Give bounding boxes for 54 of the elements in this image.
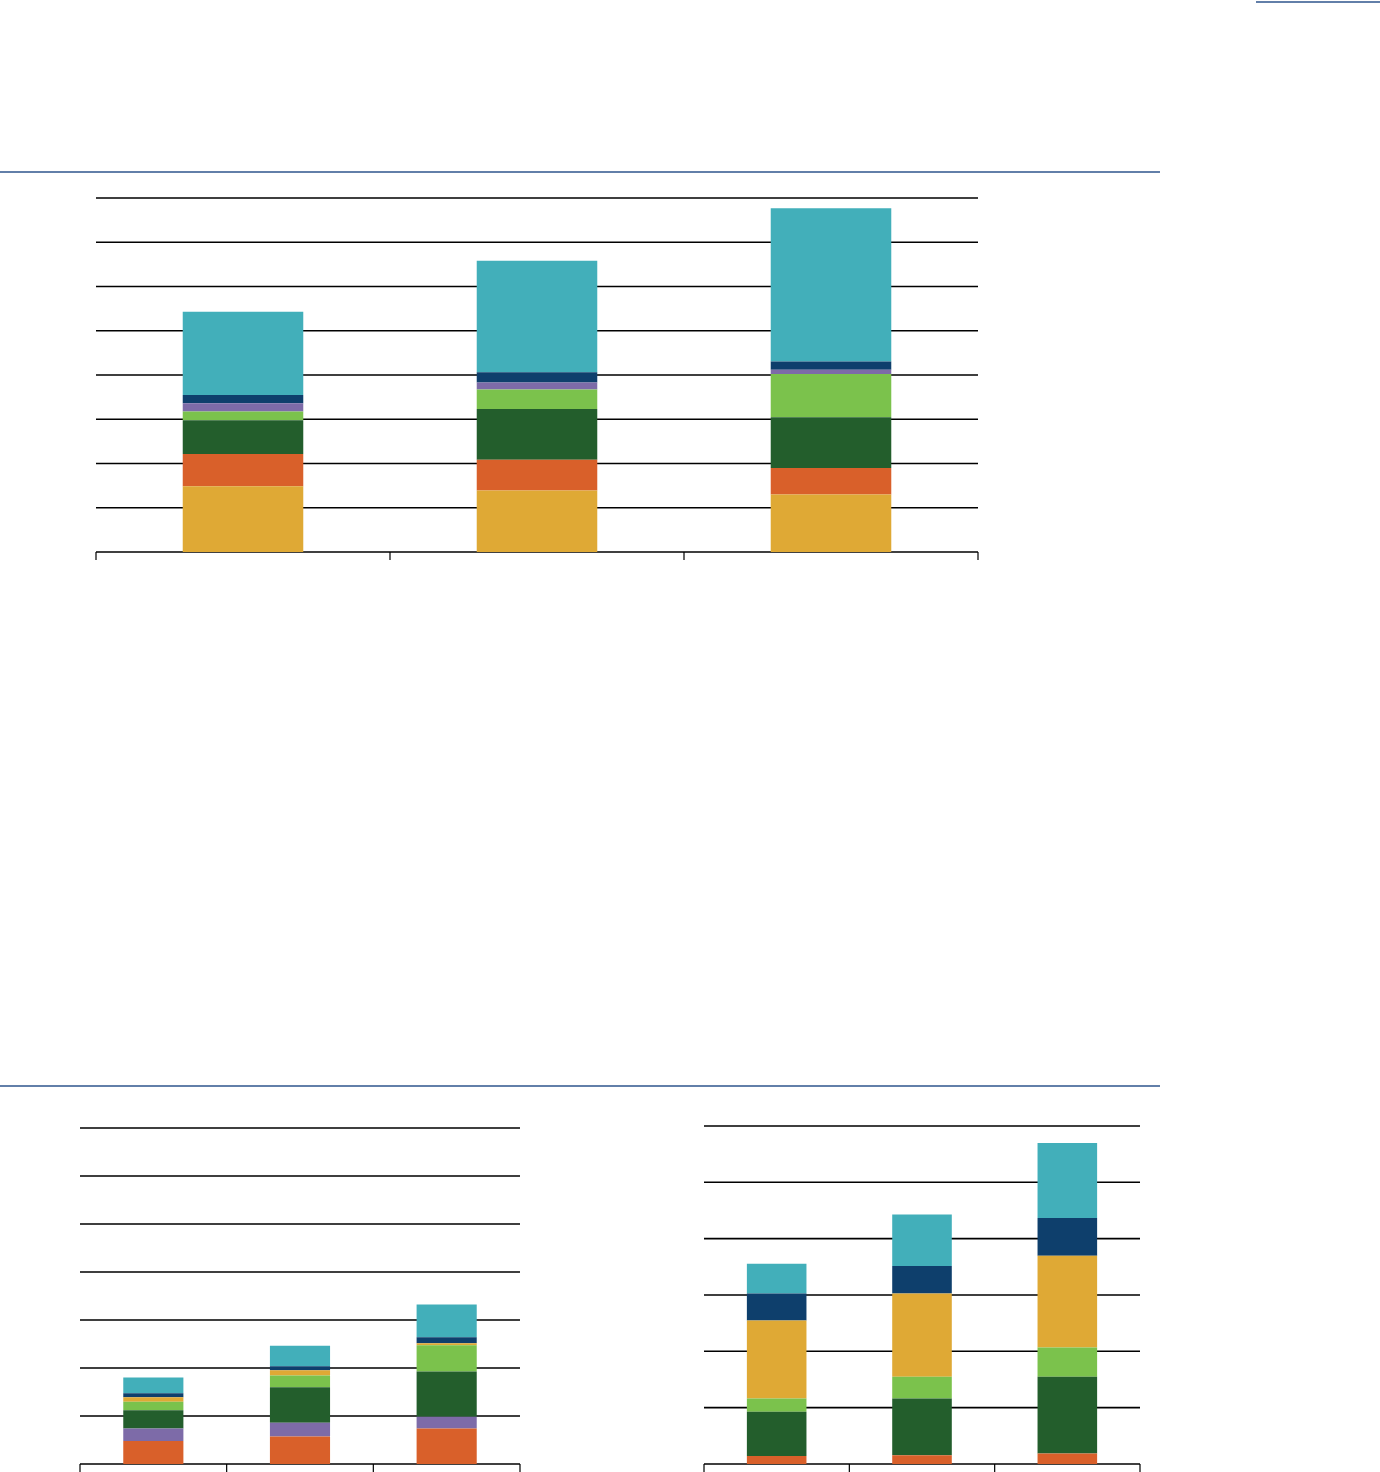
bar xyxy=(182,454,304,487)
bar xyxy=(416,1337,477,1344)
bar xyxy=(892,1214,952,1266)
bar xyxy=(269,1387,331,1423)
bar xyxy=(770,361,892,370)
bar xyxy=(416,1304,477,1338)
bar xyxy=(123,1441,184,1464)
bar xyxy=(269,1370,331,1376)
bar xyxy=(416,1428,477,1464)
bar xyxy=(476,260,598,373)
bar xyxy=(746,1263,807,1294)
bar xyxy=(182,420,304,455)
bar xyxy=(1037,1453,1098,1464)
bar xyxy=(182,311,304,395)
bar xyxy=(269,1345,331,1367)
bar xyxy=(269,1436,331,1464)
bar xyxy=(269,1422,331,1437)
bar xyxy=(1037,1376,1098,1454)
bar xyxy=(416,1371,477,1417)
bar xyxy=(746,1411,807,1456)
bar xyxy=(892,1293,952,1377)
bar xyxy=(1037,1143,1098,1219)
bar xyxy=(123,1410,184,1429)
bar xyxy=(269,1375,331,1388)
bar xyxy=(182,403,304,412)
bar xyxy=(182,486,304,552)
bar xyxy=(123,1377,184,1394)
bar xyxy=(1037,1347,1098,1377)
bar xyxy=(892,1398,952,1456)
bar xyxy=(1037,1218,1098,1256)
bar xyxy=(770,494,892,552)
bar xyxy=(746,1455,807,1464)
bar xyxy=(416,1416,477,1429)
bar xyxy=(476,372,598,383)
bar xyxy=(123,1428,184,1442)
bar xyxy=(892,1455,952,1464)
bar xyxy=(892,1376,952,1399)
bar xyxy=(476,389,598,409)
bar xyxy=(416,1345,477,1372)
bar xyxy=(123,1401,184,1411)
bar xyxy=(182,411,304,421)
bar xyxy=(746,1320,807,1399)
bar xyxy=(476,490,598,552)
bar xyxy=(476,409,598,460)
bar xyxy=(770,373,892,418)
bar xyxy=(746,1293,807,1321)
bar xyxy=(182,394,304,404)
bar xyxy=(770,208,892,362)
bar xyxy=(770,468,892,495)
bar xyxy=(1037,1255,1098,1348)
bar xyxy=(892,1265,952,1294)
bar xyxy=(476,459,598,491)
bar xyxy=(746,1398,807,1412)
bar xyxy=(770,417,892,469)
